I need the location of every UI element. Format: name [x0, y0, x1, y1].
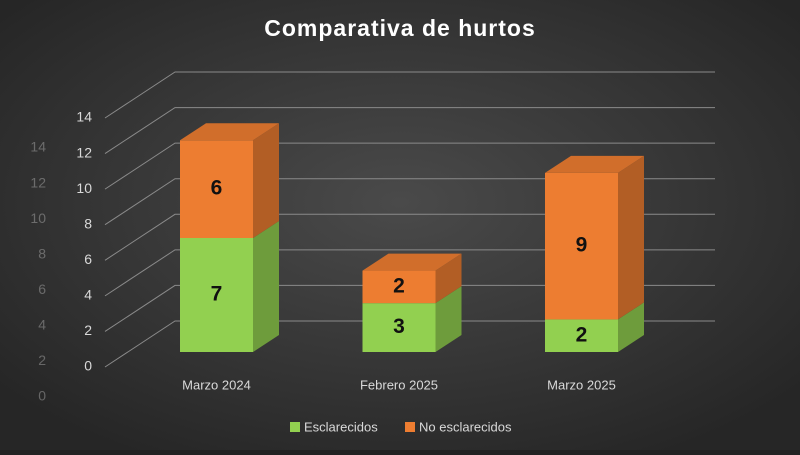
y-tick-label-ghost: 2: [38, 352, 46, 368]
y-tick-label: 10: [76, 180, 92, 196]
bar-top: [545, 155, 644, 173]
bar: [545, 172, 618, 320]
chart-title: Comparativa de hurtos: [264, 15, 536, 41]
bar: [180, 238, 253, 352]
bars: [180, 123, 644, 352]
y-tick-label: 6: [84, 251, 92, 267]
data-label: 2: [393, 274, 405, 297]
grid-line: [104, 213, 715, 261]
legend-label: No esclarecidos: [419, 419, 512, 434]
grid-line: [104, 178, 715, 226]
y-tick-label: 0: [84, 358, 92, 374]
legend-label: Esclarecidos: [304, 419, 378, 434]
legend-swatch: [290, 422, 300, 432]
bar-side: [253, 123, 279, 238]
bar: [362, 270, 436, 304]
bar-side: [253, 221, 279, 352]
y-tick-label: 8: [84, 215, 92, 231]
y-tick-label: 2: [84, 322, 92, 338]
bar-side: [435, 253, 462, 304]
data-label: 3: [393, 315, 405, 338]
y-tick-label: 14: [76, 109, 92, 125]
y-tick-label: 4: [84, 287, 92, 303]
x-tick-label: Marzo 2024: [182, 377, 251, 392]
y-tick-label-ghost: 10: [30, 210, 46, 226]
y-tick-label-ghost: 12: [30, 174, 46, 190]
grid-line: [104, 71, 715, 119]
bar-side: [435, 286, 462, 352]
grid-line: [104, 320, 715, 368]
grid-line: [104, 142, 715, 190]
labels: 0 0 2 2 4 4 6 6 8 8 10 10 12 12 14 14 Marzo 2024 7 6 Febrer…: [30, 109, 615, 435]
bar-top: [362, 253, 462, 271]
y-tick-label-ghost: 0: [38, 388, 46, 404]
legend-swatch: [405, 422, 415, 432]
y-tick-label: 12: [76, 144, 92, 160]
bar-top: [180, 123, 279, 141]
y-tick-label-ghost: 14: [30, 139, 46, 155]
bar: [180, 140, 253, 238]
grid-line: [104, 249, 715, 297]
bar-side: [618, 302, 644, 352]
x-tick-label: Marzo 2025: [547, 377, 616, 392]
data-label: 6: [211, 177, 223, 200]
y-tick-label-ghost: 8: [38, 245, 46, 261]
data-label: 2: [576, 323, 588, 346]
y-tick-label-ghost: 6: [38, 281, 46, 297]
data-label: 9: [576, 234, 588, 257]
grid-line: [104, 107, 715, 154]
bar: [362, 303, 436, 352]
bar: [545, 319, 618, 352]
x-tick-label: Febrero 2025: [360, 377, 438, 392]
data-label: 7: [211, 283, 223, 306]
grid: [104, 71, 715, 368]
grid-line: [104, 284, 715, 332]
y-tick-label-ghost: 4: [38, 317, 46, 333]
bar-side: [618, 155, 644, 320]
